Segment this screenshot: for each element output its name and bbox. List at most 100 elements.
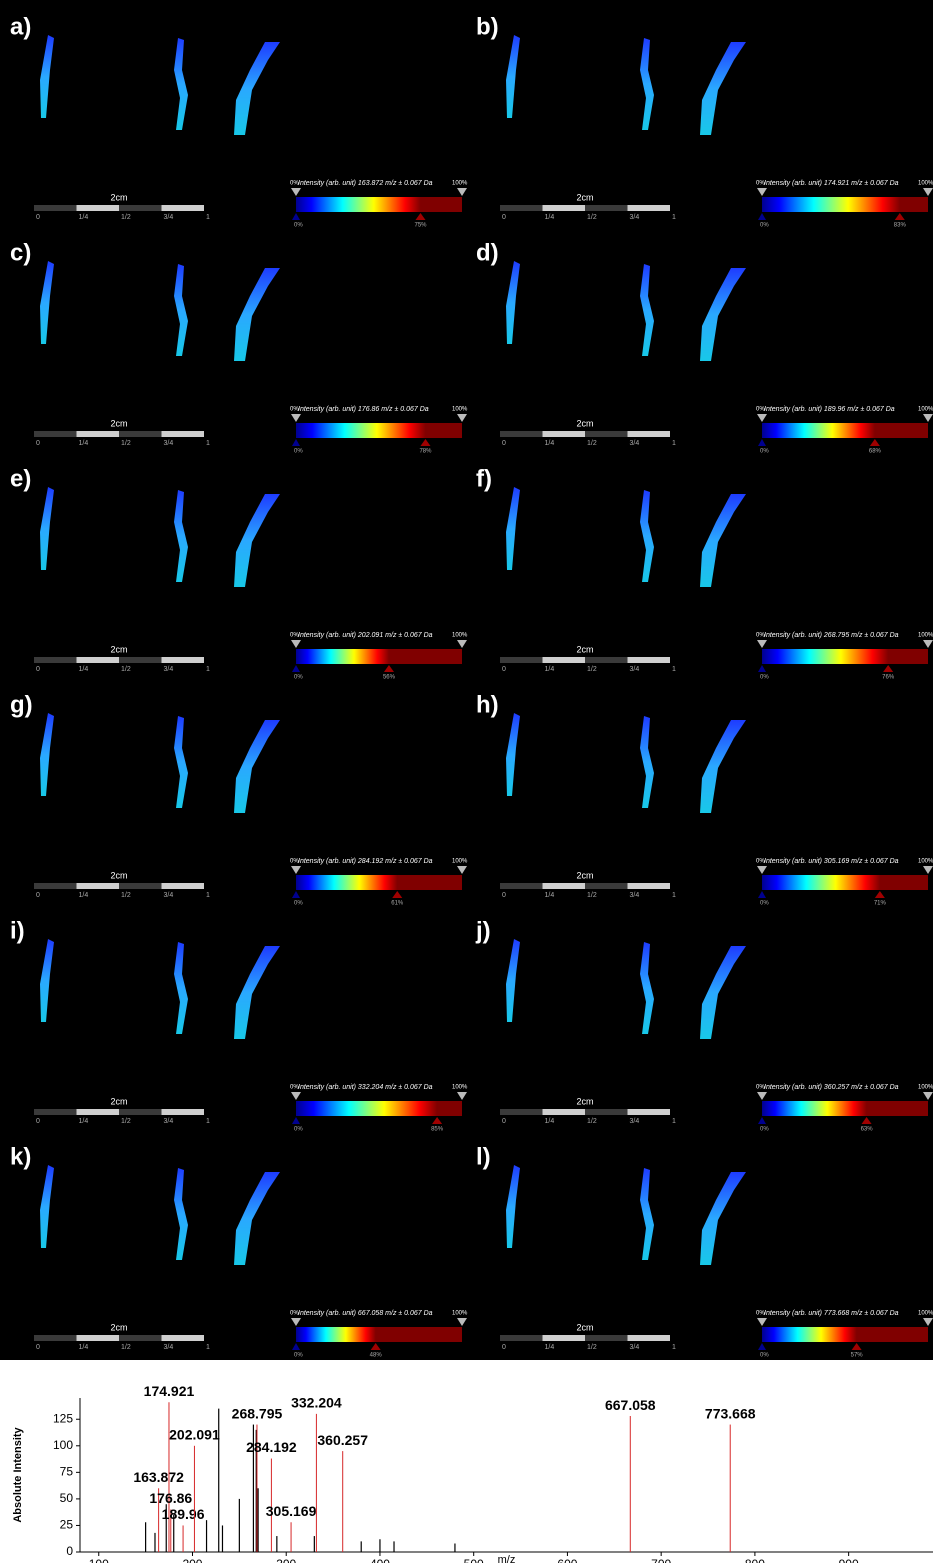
scale-tick-label: 0	[502, 1344, 506, 1351]
tissue-section	[700, 42, 746, 135]
scale-segment	[627, 1109, 670, 1115]
scale-tick-label: 0	[36, 892, 40, 899]
threshold-marker	[851, 1343, 862, 1350]
scale-segment	[34, 431, 77, 437]
colorbar-handle	[757, 640, 767, 648]
scale-tick-label: 0	[502, 440, 506, 447]
threshold-label: 85%	[431, 1127, 444, 1133]
panel-label: l)	[476, 1143, 491, 1170]
colorbar-handle	[758, 1117, 766, 1124]
colorbar-handle	[291, 866, 301, 874]
colorbar-handle	[923, 1092, 933, 1100]
colorbar-handle	[291, 1092, 301, 1100]
colorbar-handle	[757, 188, 767, 196]
tissue-section	[640, 716, 654, 808]
threshold-marker	[420, 439, 431, 446]
colorbar	[762, 649, 928, 664]
tissue-section	[700, 268, 746, 361]
scale-segment	[627, 431, 670, 437]
colorbar	[296, 875, 462, 890]
panel: e) 2cm 0 1/4 1/2 3/4 1 Intensity (arb. unit) 20…	[10, 465, 468, 680]
tissue-section	[506, 713, 520, 796]
peak-label: 305.169	[266, 1503, 317, 1519]
scale-tick-label: 1/4	[79, 892, 89, 899]
colorbar	[296, 1101, 462, 1116]
scale-segment	[542, 883, 585, 889]
colorbar-title: Intensity (arb. unit) 773.668 m/z ± 0.06…	[764, 1310, 899, 1317]
scale-tick-label: 1/2	[121, 440, 131, 447]
peak-label: 202.091	[169, 1426, 220, 1442]
colorbar-min: 0%	[756, 633, 765, 639]
scale-tick-label: 0	[36, 1344, 40, 1351]
panel-label: k)	[10, 1143, 31, 1170]
panel: j) 2cm 0 1/4 1/2 3/4 1 Intensity (arb. unit) 36…	[475, 917, 933, 1133]
colorbar-handle	[758, 891, 766, 898]
peak-label: 174.921	[144, 1383, 195, 1399]
y-tick-label: 0	[66, 1544, 73, 1558]
colorbar	[762, 197, 928, 212]
tissue-section	[700, 494, 746, 587]
scale-tick-label: 3/4	[630, 440, 640, 447]
scale-tick-label: 1/4	[79, 666, 89, 673]
colorbar-title: Intensity (arb. unit) 163.872 m/z ± 0.06…	[298, 180, 433, 187]
scale-tick-label: 0	[502, 214, 506, 221]
colorbar	[762, 423, 928, 438]
tissue-section	[506, 939, 520, 1022]
colorbar-handle	[457, 866, 467, 874]
y-tick-label: 50	[60, 1491, 74, 1505]
tissue-section	[640, 38, 654, 130]
scale-tick-label: 1/2	[587, 214, 597, 221]
scale-length: 2cm	[110, 1096, 127, 1106]
panel: k) 2cm 0 1/4 1/2 3/4 1 Intensity (arb. unit) 66…	[10, 1143, 468, 1358]
colorbar-min: 0%	[756, 407, 765, 413]
peak-label: 268.795	[232, 1405, 283, 1421]
panel: f) 2cm 0 1/4 1/2 3/4 1 Intensity (arb. unit) 26…	[476, 465, 933, 681]
colorbar-handle	[923, 866, 933, 874]
threshold-marker	[415, 213, 426, 220]
panel: l) 2cm 0 1/4 1/2 3/4 1 Intensity (arb. unit) 77…	[476, 1143, 933, 1359]
spectrum-background	[0, 1360, 933, 1563]
tissue-section	[700, 946, 746, 1039]
tissue-section	[700, 1172, 746, 1265]
colorbar-title: Intensity (arb. unit) 176.86 m/z ± 0.067…	[298, 406, 429, 413]
scale-segment	[76, 657, 119, 663]
colorbar-handle	[757, 1318, 767, 1326]
scale-tick-label: 3/4	[164, 666, 174, 673]
colorbar-low-label: 0%	[760, 449, 769, 455]
scale-tick-label: 1	[206, 892, 210, 899]
threshold-label: 71%	[874, 901, 887, 907]
scale-segment	[500, 1109, 543, 1115]
colorbar-low-label: 0%	[760, 1353, 769, 1359]
tissue-section	[640, 942, 654, 1034]
y-tick-label: 25	[60, 1518, 74, 1532]
scale-tick-label: 1	[206, 1344, 210, 1351]
panel-label: f)	[476, 465, 492, 492]
tissue-section	[40, 939, 54, 1022]
colorbar-min: 0%	[290, 1311, 299, 1317]
tissue-section	[234, 946, 280, 1039]
scale-tick-label: 1/2	[121, 892, 131, 899]
scale-tick-label: 1	[206, 440, 210, 447]
scale-tick-label: 0	[502, 892, 506, 899]
scale-tick-label: 1	[206, 1118, 210, 1125]
tissue-section	[506, 487, 520, 570]
scale-tick-label: 1	[672, 1118, 676, 1125]
scale-segment	[627, 883, 670, 889]
threshold-label: 76%	[882, 675, 895, 681]
scale-segment	[585, 1109, 628, 1115]
tissue-section	[234, 1172, 280, 1265]
panel: c) 2cm 0 1/4 1/2 3/4 1 Intensity (arb. unit) 17…	[10, 239, 468, 454]
scale-tick-label: 3/4	[630, 892, 640, 899]
scale-segment	[500, 1335, 543, 1341]
colorbar-handle	[757, 1092, 767, 1100]
x-axis-label: m/z	[498, 1554, 516, 1563]
scale-segment	[34, 205, 77, 211]
scale-segment	[585, 431, 628, 437]
tissue-section	[234, 494, 280, 587]
scale-length: 2cm	[576, 1322, 593, 1332]
colorbar-handle	[923, 414, 933, 422]
peak-label: 189.96	[162, 1506, 205, 1522]
scale-segment	[161, 1335, 204, 1341]
y-tick-label: 100	[53, 1438, 73, 1452]
x-tick-label: 400	[370, 1557, 390, 1563]
